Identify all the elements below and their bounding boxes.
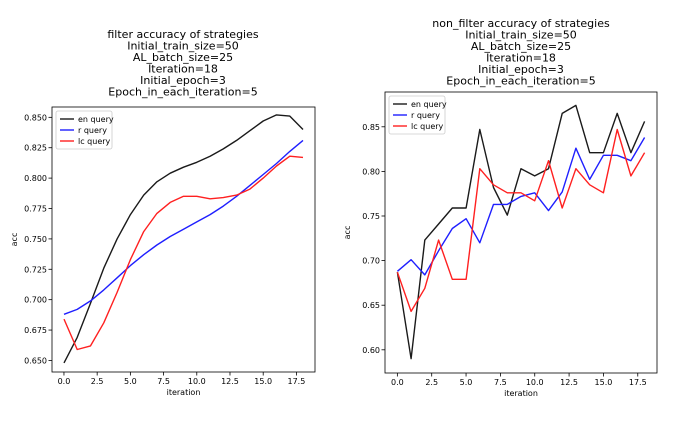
y-tick-label: 0.675 [24, 326, 47, 335]
x-axis-label: iteration [167, 388, 201, 397]
x-tick-label: 15.0 [595, 378, 613, 387]
series-line-r-query [396, 137, 646, 276]
y-tick-label: 0.75 [362, 212, 380, 221]
plot-frame [51, 106, 316, 373]
legend-label: r query [78, 126, 107, 135]
x-tick-label: 0.0 [58, 377, 71, 386]
x-tick-label: 2.5 [91, 377, 104, 386]
legend-label: r query [411, 111, 440, 120]
series-line-en-query [63, 114, 304, 364]
y-tick-label: 0.80 [362, 167, 380, 176]
x-tick-label: 15.0 [254, 377, 272, 386]
legend: en query r query lc query [55, 110, 114, 150]
chart-2: non_filter accuracy of strategiesInitial… [343, 17, 658, 398]
x-tick-label: 5.0 [124, 377, 137, 386]
x-tick-label: 10.0 [188, 377, 206, 386]
y-tick-label: 0.70 [362, 257, 380, 266]
x-tick-label: 12.5 [221, 377, 239, 386]
y-tick-label: 0.60 [362, 346, 380, 355]
legend: en query r query lc query [388, 95, 447, 135]
legend-label: en query [411, 100, 447, 109]
chart-subtitle-line: Initial_epoch=3 [478, 63, 564, 76]
chart-subtitle-line: Epoch_in_each_iteration=5 [108, 86, 257, 99]
x-tick-label: 0.0 [391, 378, 404, 387]
series-line-lc-query [63, 155, 304, 351]
legend-label: en query [78, 115, 114, 124]
legend-box [55, 110, 113, 150]
x-tick-label: 7.5 [494, 378, 507, 387]
x-tick-label: 17.5 [629, 378, 647, 387]
chart-title: non_filter accuracy of strategies [432, 17, 610, 30]
y-tick-label: 0.775 [24, 205, 47, 214]
chart-subtitle-line: Initial_train_size=50 [127, 40, 239, 53]
x-tick-label: 10.0 [526, 378, 544, 387]
chart-subtitle-line: Epoch_in_each_iteration=5 [446, 75, 595, 88]
y-axis-label: acc [10, 233, 19, 247]
chart-subtitle-line: AL_batch_size=25 [133, 51, 233, 64]
chart-1: filter accuracy of strategiesInitial_tra… [10, 28, 316, 397]
y-axis-label: acc [343, 226, 352, 240]
y-tick-label: 0.700 [24, 296, 47, 305]
y-tick-label: 0.850 [24, 113, 47, 122]
legend-box [388, 95, 446, 135]
y-tick-label: 0.750 [24, 235, 47, 244]
y-tick-label: 0.650 [24, 356, 47, 365]
x-tick-label: 5.0 [460, 378, 473, 387]
chart-subtitle-line: Iteration=18 [486, 52, 556, 65]
chart-subtitle-line: Iteration=18 [148, 63, 218, 76]
x-axis-label: iteration [504, 389, 538, 398]
y-tick-label: 0.85 [362, 123, 380, 132]
series-line-lc-query [396, 128, 646, 313]
legend-label: lc query [411, 122, 444, 131]
x-tick-label: 12.5 [560, 378, 578, 387]
series-line-en-query [396, 104, 646, 360]
y-tick-label: 0.725 [24, 265, 47, 274]
legend-label: lc query [78, 137, 111, 146]
x-tick-label: 2.5 [425, 378, 438, 387]
series-line-r-query [63, 139, 304, 315]
chart-subtitle-line: Initial_epoch=3 [140, 74, 226, 87]
y-tick-label: 0.65 [362, 301, 380, 310]
chart-subtitle-line: Initial_train_size=50 [465, 29, 577, 42]
y-tick-label: 0.825 [24, 144, 47, 153]
plot-frame [384, 91, 658, 374]
chart-title: filter accuracy of strategies [107, 28, 259, 41]
chart-subtitle-line: AL_batch_size=25 [471, 40, 571, 53]
x-tick-label: 17.5 [287, 377, 305, 386]
x-tick-label: 7.5 [157, 377, 170, 386]
y-tick-label: 0.800 [24, 174, 47, 183]
